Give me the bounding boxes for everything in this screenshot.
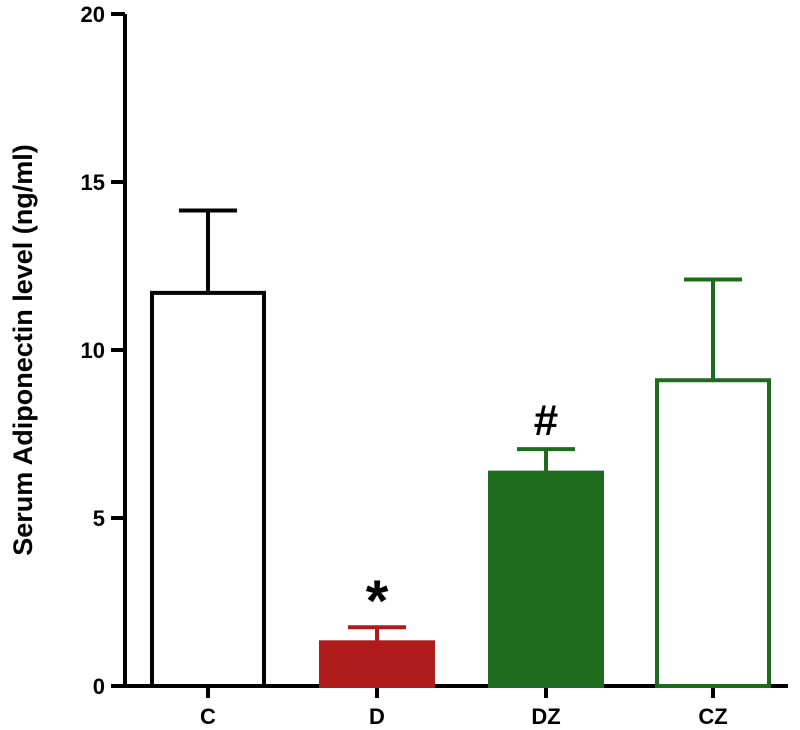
bars <box>150 208 771 689</box>
bar-DZ <box>488 470 604 689</box>
x-tick-label-C: C <box>200 704 216 729</box>
labels: C D * DZ # CZ <box>200 396 728 729</box>
bar-D <box>319 640 435 689</box>
y-tick-label-1: 5 <box>93 506 105 531</box>
y-axis-label: Serum Adiponectin level (ng/ml) <box>8 144 38 556</box>
y-tick-label-2: 10 <box>81 338 105 363</box>
x-tick-label-CZ: CZ <box>698 704 727 729</box>
y-tick-label-0: 0 <box>93 674 105 699</box>
bar-C <box>150 290 266 688</box>
y-tick-label-3: 15 <box>81 170 105 195</box>
bar-CZ <box>655 378 771 688</box>
x-tick-label-DZ: DZ <box>531 704 560 729</box>
annotation-D: * <box>366 569 389 634</box>
annotation-DZ: # <box>534 396 558 445</box>
x-tick-label-D: D <box>369 704 385 729</box>
y-tick-label-4: 20 <box>81 2 105 27</box>
